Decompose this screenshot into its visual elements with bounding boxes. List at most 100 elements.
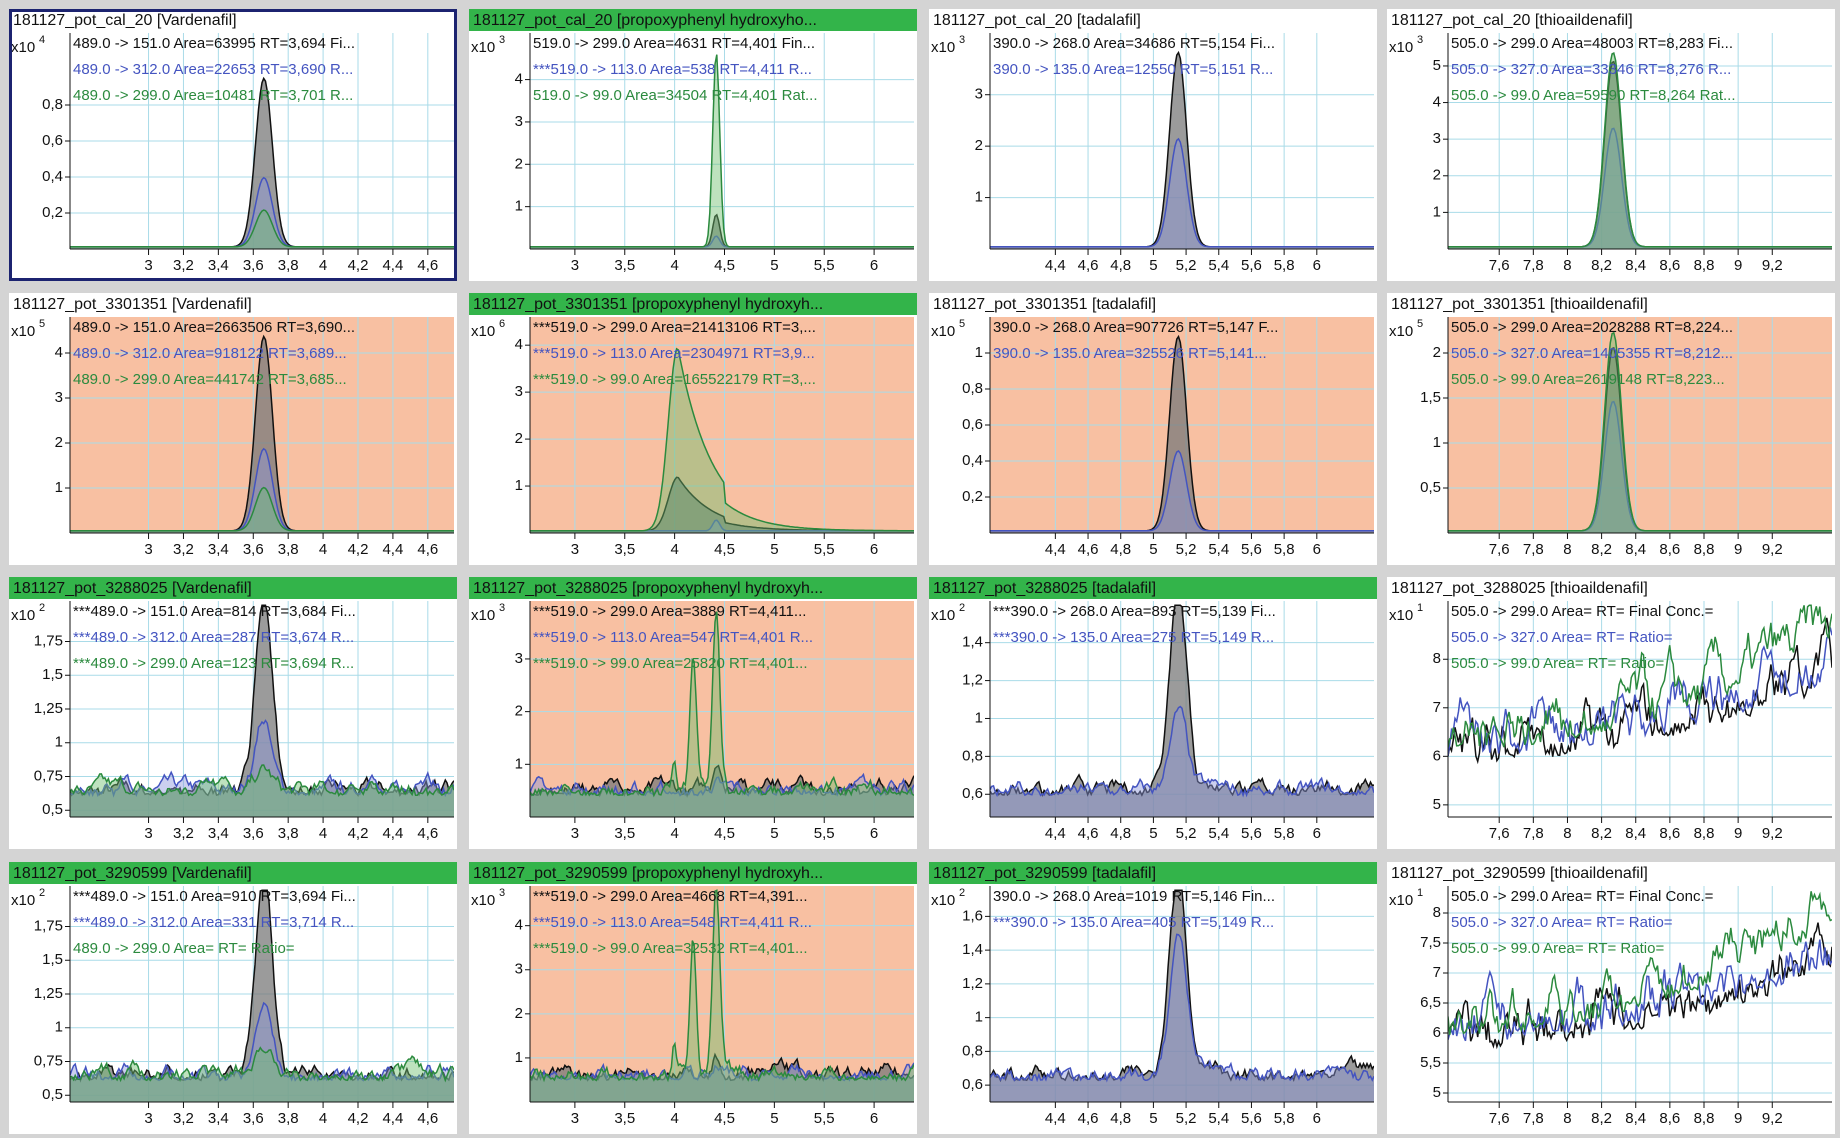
- x-tick-label: 8,8: [1694, 1110, 1715, 1127]
- y-tick-label: 5,5: [1420, 1054, 1441, 1071]
- x-tick-label: 3: [571, 825, 579, 842]
- y-tick-label: 4: [515, 917, 523, 934]
- trace-line: [530, 611, 914, 798]
- trace-legend: 489.0 -> 299.0 Area= RT= Ratio=: [73, 940, 295, 957]
- trace-line: [1448, 604, 1832, 748]
- y-tick-label: 0,6: [962, 1076, 983, 1093]
- x-tick-label: 5,2: [1176, 257, 1197, 274]
- trace-legend: 390.0 -> 268.0 Area=1019 RT=5,146 Fin...: [993, 888, 1275, 905]
- chromatogram-panel[interactable]: 181127_pot_3288025 [propoxyphenyl hydrox…: [469, 577, 917, 849]
- chromatogram-panel[interactable]: 181127_pot_cal_20 [Vardenafil] 3 3,2 3,4 3,6…: [9, 9, 457, 281]
- x-tick-label: 4: [670, 257, 678, 274]
- x-tick-label: 3: [144, 1110, 152, 1127]
- chromatogram-panel[interactable]: 181127_pot_3288025 [thioaildenafil] 7,6 7,…: [1387, 577, 1835, 849]
- y-tick-label: 2: [1433, 167, 1441, 184]
- y-tick-label: 1,4: [962, 634, 983, 651]
- y-tick-label: 3: [515, 961, 523, 978]
- trace-legend: ***519.0 -> 99.0 Area=25820 RT=4,401...: [533, 655, 808, 672]
- y-tick-label: 0,6: [962, 785, 983, 802]
- trace-legend: 489.0 -> 299.0 Area=10481 RT=3,701 R...: [73, 87, 353, 104]
- trace-legend: ***519.0 -> 113.0 Area=538 RT=4,411 R...: [533, 61, 812, 78]
- x-tick-label: 3: [571, 541, 579, 558]
- y-tick-label: 4: [515, 71, 523, 88]
- trace-line: [990, 933, 1374, 1083]
- trace-legend: ***519.0 -> 99.0 Area=32532 RT=4,401...: [533, 940, 808, 957]
- chromatogram-panel[interactable]: 181127_pot_cal_20 [propoxyphenyl hydroxy…: [469, 9, 917, 281]
- y-tick-label: 1: [55, 734, 63, 751]
- chromatogram-panel[interactable]: 181127_pot_3301351 [tadalafil] 4,4 4,6 4,8 5…: [929, 293, 1377, 565]
- y-scale-base: x10: [1389, 39, 1413, 56]
- y-scale-base: x10: [11, 892, 35, 909]
- x-tick-label: 4,4: [1045, 257, 1066, 274]
- chromatogram-panel[interactable]: 181127_pot_3301351 [thioaildenafil] 7,6 7,…: [1387, 293, 1835, 565]
- trace-line: [70, 604, 454, 797]
- trace-line: [990, 450, 1374, 532]
- panel-title: 181127_pot_3288025 [thioaildenafil]: [1391, 580, 1648, 597]
- x-tick-label: 5: [770, 541, 778, 558]
- trace-line: [1448, 617, 1832, 765]
- y-scale-base: x10: [931, 39, 955, 56]
- x-tick-label: 3,4: [208, 541, 229, 558]
- y-tick-label: 1: [515, 1049, 523, 1066]
- chromatogram-panel[interactable]: 181127_pot_3288025 [tadalafil] 4,4 4,6 4,8 5…: [929, 577, 1377, 849]
- x-tick-label: 9,2: [1762, 541, 1783, 558]
- trace-legend: 390.0 -> 268.0 Area=907726 RT=5,147 F...: [993, 319, 1278, 336]
- y-tick-label: 1,75: [34, 632, 63, 649]
- chromatogram-panel[interactable]: 181127_pot_3290599 [thioaildenafil] 7,6 7,…: [1387, 862, 1835, 1134]
- y-scale-base: x10: [11, 39, 35, 56]
- peak-area: [70, 765, 454, 817]
- x-tick-label: 4: [319, 541, 327, 558]
- trace-legend: ***489.0 -> 299.0 Area=123 RT=3,694 R...: [73, 655, 354, 672]
- peak-area: [990, 451, 1374, 533]
- x-tick-label: 4,6: [417, 257, 438, 274]
- trace-legend: ***390.0 -> 135.0 Area=275 RT=5,149 R...: [993, 629, 1274, 646]
- y-tick-label: 1: [1433, 434, 1441, 451]
- chromatogram-panel[interactable]: 181127_pot_3290599 [propoxyphenyl hydrox…: [469, 862, 917, 1134]
- y-tick-label: 3: [515, 113, 523, 130]
- x-tick-label: 5,6: [1241, 257, 1262, 274]
- x-tick-label: 4,5: [714, 541, 735, 558]
- y-scale-base: x10: [11, 607, 35, 624]
- y-tick-label: 2: [55, 434, 63, 451]
- y-tick-label: 1,5: [1420, 389, 1441, 406]
- x-tick-label: 6: [870, 1110, 878, 1127]
- chromatogram-panel[interactable]: 181127_pot_cal_20 [tadalafil] 4,4 4,6 4,8 5 5…: [929, 9, 1377, 281]
- x-tick-label: 8,8: [1694, 825, 1715, 842]
- title-bar: [9, 862, 457, 884]
- y-tick-label: 0,8: [962, 1042, 983, 1059]
- x-tick-label: 5,8: [1274, 825, 1295, 842]
- traces: [1448, 604, 1832, 765]
- panel-title: 181127_pot_3301351 [propoxyphenyl hydrox…: [473, 296, 823, 313]
- y-tick-label: 4: [55, 344, 63, 361]
- traces: [70, 334, 454, 533]
- peak-area: [990, 934, 1374, 1102]
- trace-legend: 519.0 -> 299.0 Area=4631 RT=4,401 Fin...: [533, 35, 815, 52]
- x-tick-label: 4,8: [1110, 257, 1131, 274]
- title-bar: [9, 577, 457, 599]
- chromatogram-panel[interactable]: 181127_pot_3301351 [propoxyphenyl hydrox…: [469, 293, 917, 565]
- x-tick-label: 5,2: [1176, 1110, 1197, 1127]
- trace-line: [530, 54, 914, 248]
- x-tick-label: 3,6: [243, 825, 264, 842]
- y-tick-label: 6: [1433, 747, 1441, 764]
- y-scale-exponent: 2: [39, 887, 45, 899]
- y-tick-label: 0,5: [42, 801, 63, 818]
- chromatogram-panel[interactable]: 181127_pot_3290599 [Vardenafil] 3 3,2 3,4 3,…: [9, 862, 457, 1134]
- x-tick-label: 3,2: [173, 1110, 194, 1127]
- chromatogram-panel[interactable]: 181127_pot_3288025 [Vardenafil] 3 3,2 3,4 3,…: [9, 577, 457, 849]
- x-tick-label: 4,4: [1045, 1110, 1066, 1127]
- chromatogram-panel[interactable]: 181127_pot_3290599 [tadalafil] 4,4 4,6 4,8 5…: [929, 862, 1377, 1134]
- x-tick-label: 4: [319, 825, 327, 842]
- traces: [990, 889, 1374, 1102]
- y-tick-label: 1: [55, 1019, 63, 1036]
- trace-legend: ***519.0 -> 99.0 Area=165522179 RT=3,...: [533, 371, 816, 388]
- y-tick-label: 5: [1433, 1084, 1441, 1101]
- trace-legend: ***390.0 -> 268.0 Area=893 RT=5,139 Fi..…: [993, 603, 1276, 620]
- chromatogram-panel[interactable]: 181127_pot_3301351 [Vardenafil] 3 3,2 3,4 3,…: [9, 293, 457, 565]
- x-tick-label: 3,8: [278, 1110, 299, 1127]
- chromatogram-panel[interactable]: 181127_pot_cal_20 [thioaildenafil] 7,6 7,8…: [1387, 9, 1835, 281]
- x-tick-label: 7,6: [1489, 825, 1510, 842]
- panel-title: 181127_pot_3288025 [propoxyphenyl hydrox…: [473, 580, 823, 597]
- peak-area: [990, 890, 1374, 1102]
